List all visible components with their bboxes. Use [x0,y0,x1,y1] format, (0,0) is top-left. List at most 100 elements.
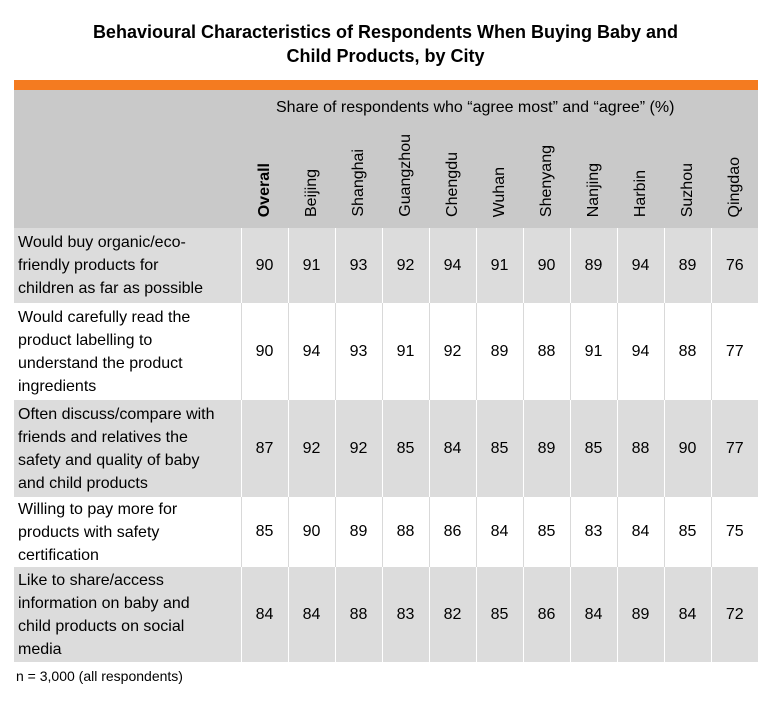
value-cell-shenyang: 88 [522,303,570,400]
value-cell-nanjing: 89 [569,228,617,303]
value-cell-shenyang: 85 [522,497,570,567]
row-label-line: Often discuss/compare with [18,405,215,423]
row-label: Like to share/access information on baby … [14,567,241,662]
value-cell-shenyang: 86 [522,567,570,662]
column-header-shanghai: Shanghai [335,126,382,228]
column-label: Nanjing [584,162,602,217]
title-line-1: Behavioural Characteristics of Responden… [92,22,679,42]
row-label-line: media [18,640,62,658]
row-label-line: safety and quality of baby [18,451,200,469]
table-row: Would buy organic/eco-friendly products … [14,228,759,303]
value-cell-chengdu: 94 [428,228,476,303]
value-cell-guangzhou: 83 [381,567,429,662]
value-cell-guangzhou: 88 [381,497,429,567]
value-cell-harbin: 94 [616,228,664,303]
value-cell-nanjing: 84 [569,567,617,662]
column-header-nanjing: Nanjing [570,126,617,228]
column-label: Qingdao [725,156,743,218]
value-cell-suzhou: 90 [663,400,711,497]
value-cell-qingdao: 77 [710,303,759,400]
row-label-line: products with safety [18,523,160,541]
value-cell-beijing: 91 [287,228,335,303]
table-row: Would carefully read the product labellin… [14,303,759,400]
column-header-shenyang: Shenyang [523,126,570,228]
row-label-line: ingredients [18,377,97,395]
row-label-line: children as far as possible [18,280,203,297]
row-label-line: child products on social [18,617,185,635]
header-corner [14,126,241,228]
value-cell-wuhan: 84 [475,497,523,567]
value-cell-overall: 85 [240,497,288,567]
column-label: Shanghai [349,149,367,217]
value-cell-shanghai: 89 [334,497,382,567]
column-label: Harbin [631,169,649,217]
row-label-line: product labelling to [18,331,153,349]
value-cell-chengdu: 92 [428,303,476,400]
value-cell-qingdao: 75 [710,497,759,567]
row-label-line: Willing to pay more for [18,500,178,518]
column-header-qingdao: Qingdao [711,126,759,228]
value-cell-shanghai: 93 [334,228,382,303]
column-header-row: Overall Beijing Shanghai Guangzhou Chengdu Wu… [14,126,759,228]
value-cell-harbin: 89 [616,567,664,662]
column-label: Chengdu [443,152,461,217]
column-header-chengdu: Chengdu [429,126,476,228]
value-cell-chengdu: 82 [428,567,476,662]
chart-title: Behavioural Characteristics of Responden… [0,20,771,68]
table-row: Often discuss/compare with friends and re… [14,400,759,497]
column-header-guangzhou: Guangzhou [382,126,429,228]
row-label: Willing to pay more for products with saf… [14,497,241,567]
column-header-wuhan: Wuhan [476,126,523,228]
row-label: Would buy organic/eco-friendly products … [14,228,241,303]
value-cell-overall: 84 [240,567,288,662]
subtitle-text: Share of respondents who “agree most” an… [276,99,675,116]
row-label-line: certification [18,546,99,564]
row-label-line: Like to share/access [18,571,164,589]
sample-note: n = 3,000 (all respondents) [16,668,183,684]
column-label: Beijing [302,168,320,217]
value-cell-overall: 90 [240,228,288,303]
value-cell-wuhan: 89 [475,303,523,400]
value-cell-guangzhou: 92 [381,228,429,303]
value-cell-overall: 87 [240,400,288,497]
value-cell-wuhan: 85 [475,400,523,497]
table-row: Willing to pay more for products with saf… [14,497,759,567]
value-cell-qingdao: 72 [710,567,759,662]
value-cell-harbin: 84 [616,497,664,567]
column-label: Wuhan [490,166,508,217]
row-label: Often discuss/compare with friends and re… [14,400,241,497]
value-cell-shanghai: 93 [334,303,382,400]
row-label-line: friends and relatives the [18,428,188,446]
value-cell-qingdao: 76 [710,228,759,303]
value-cell-harbin: 94 [616,303,664,400]
value-cell-wuhan: 91 [475,228,523,303]
column-header-beijing: Beijing [288,126,335,228]
title-line-2: Child Products, by City [286,46,485,66]
row-label-line: information on baby and [18,594,190,612]
value-cell-suzhou: 84 [663,567,711,662]
value-cell-guangzhou: 85 [381,400,429,497]
value-cell-nanjing: 91 [569,303,617,400]
value-cell-beijing: 84 [287,567,335,662]
column-label: Guangzhou [396,134,414,217]
column-header-overall: Overall [241,126,288,228]
column-label: Shenyang [537,144,555,217]
value-cell-nanjing: 85 [569,400,617,497]
value-cell-wuhan: 85 [475,567,523,662]
value-cell-qingdao: 77 [710,400,759,497]
column-header-suzhou: Suzhou [664,126,711,228]
value-cell-nanjing: 83 [569,497,617,567]
value-cell-shanghai: 88 [334,567,382,662]
row-label-line: friendly products for [18,257,159,274]
value-cell-suzhou: 88 [663,303,711,400]
row-label-line: understand the product [18,354,183,372]
table-subtitle: Share of respondents who “agree most” an… [14,90,759,126]
value-cell-beijing: 92 [287,400,335,497]
value-cell-beijing: 94 [287,303,335,400]
value-cell-suzhou: 85 [663,497,711,567]
value-cell-chengdu: 84 [428,400,476,497]
accent-bar [14,80,758,90]
value-cell-chengdu: 86 [428,497,476,567]
column-header-harbin: Harbin [617,126,664,228]
table-row: Like to share/access information on baby … [14,567,759,662]
